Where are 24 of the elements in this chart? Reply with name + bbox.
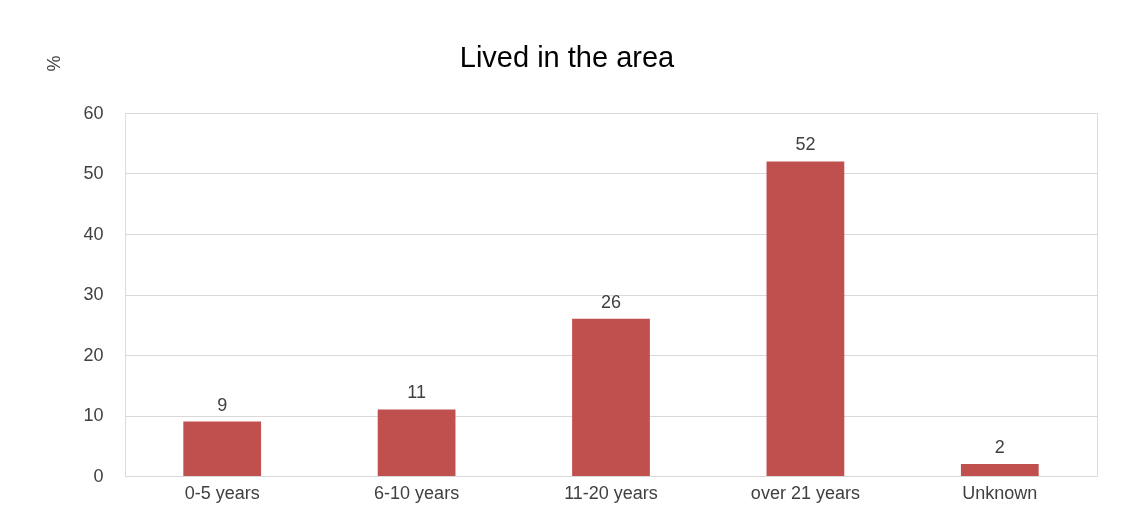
y-tick-label: 40 — [83, 223, 104, 244]
y-tick-label: 60 — [83, 102, 104, 123]
x-tick-label: 6-10 years — [374, 482, 460, 503]
y-tick-label: 20 — [83, 344, 104, 365]
y-tick-label: 10 — [83, 405, 104, 425]
data-label: 2 — [994, 436, 1005, 457]
y-tick-label: 0 — [93, 465, 104, 486]
bar — [960, 463, 1039, 476]
y-tick-label: 50 — [83, 163, 104, 183]
bar — [766, 161, 845, 476]
data-label: 11 — [407, 382, 426, 403]
bar — [183, 421, 262, 476]
data-label: 26 — [600, 291, 622, 312]
y-tick-label: 30 — [83, 284, 104, 304]
y-axis-title: % — [43, 55, 64, 72]
data-label: 52 — [795, 134, 816, 155]
x-tick-label: over 21 years — [750, 482, 860, 503]
x-tick-label: Unknown — [962, 482, 1038, 503]
chart-title: Lived in the area — [459, 41, 676, 73]
bar — [572, 318, 650, 476]
x-tick-label: 11-20 years — [564, 482, 658, 503]
data-label: 9 — [217, 394, 228, 415]
bar — [377, 409, 456, 476]
x-tick-label: 0-5 years — [184, 482, 260, 503]
